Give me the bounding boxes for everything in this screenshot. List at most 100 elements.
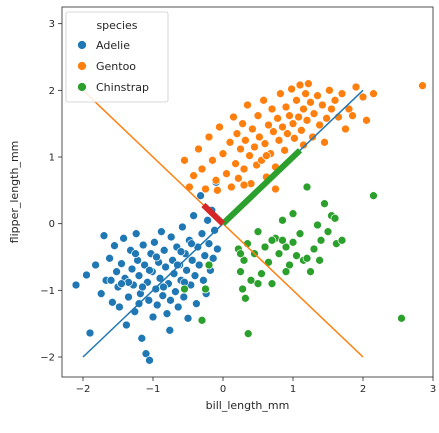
data-point xyxy=(208,155,217,165)
data-point xyxy=(239,255,249,265)
data-point xyxy=(148,312,158,322)
data-point xyxy=(112,267,121,277)
data-point xyxy=(222,169,231,179)
data-point xyxy=(208,253,218,263)
data-point xyxy=(351,82,361,92)
legend-label: Gentoo xyxy=(96,60,136,73)
data-point xyxy=(280,145,289,155)
data-point xyxy=(131,249,140,259)
data-point xyxy=(285,260,294,270)
data-point xyxy=(236,249,245,259)
plot-area xyxy=(71,79,427,365)
data-point xyxy=(215,122,224,132)
legend-label: Adelie xyxy=(96,39,130,52)
data-point xyxy=(295,229,305,239)
data-point xyxy=(105,253,114,263)
data-point xyxy=(199,275,208,285)
data-point xyxy=(281,267,291,277)
y-tick-label: 2 xyxy=(49,86,55,97)
data-point xyxy=(192,299,201,309)
x-tick-label: 2 xyxy=(360,384,366,395)
data-point xyxy=(152,300,162,310)
data-point xyxy=(288,119,298,129)
data-point xyxy=(281,102,291,112)
data-point xyxy=(259,95,268,105)
data-point xyxy=(162,309,172,319)
data-point xyxy=(241,293,250,303)
data-point xyxy=(362,115,371,125)
data-point xyxy=(197,229,207,239)
data-point xyxy=(316,235,326,245)
data-point xyxy=(138,282,147,292)
data-point xyxy=(155,273,165,283)
data-point xyxy=(337,235,347,245)
data-point xyxy=(152,252,161,262)
data-point xyxy=(182,265,191,275)
data-point xyxy=(82,270,91,280)
data-point xyxy=(194,260,204,270)
data-point xyxy=(288,209,298,219)
data-point xyxy=(287,84,296,94)
data-point xyxy=(278,215,287,225)
data-point xyxy=(106,275,116,285)
data-point xyxy=(141,349,151,359)
data-point xyxy=(99,231,109,241)
data-point xyxy=(283,129,292,139)
data-point xyxy=(110,241,119,251)
data-point xyxy=(196,191,205,201)
data-point xyxy=(130,307,140,317)
data-point xyxy=(201,284,210,294)
y-tick-label: −1 xyxy=(40,286,55,297)
data-point xyxy=(341,124,350,134)
data-point xyxy=(309,244,319,254)
data-point xyxy=(187,239,196,249)
data-point xyxy=(231,159,240,169)
data-point xyxy=(243,100,252,110)
data-point xyxy=(180,155,189,165)
legend-marker xyxy=(77,61,87,71)
data-point xyxy=(292,95,301,105)
y-tick-label: −2 xyxy=(40,353,55,364)
data-point xyxy=(257,269,266,279)
data-point xyxy=(255,132,264,142)
data-point xyxy=(211,175,221,185)
data-point xyxy=(315,120,324,130)
data-point xyxy=(306,97,315,107)
data-point xyxy=(232,129,242,139)
data-point xyxy=(397,313,406,323)
data-point xyxy=(161,262,170,272)
data-point xyxy=(248,124,257,134)
data-point xyxy=(150,237,159,247)
data-point xyxy=(176,247,186,257)
data-point xyxy=(369,89,378,99)
data-point xyxy=(271,184,280,194)
data-point xyxy=(250,142,259,152)
data-point xyxy=(179,292,189,302)
data-point xyxy=(96,289,106,299)
data-point xyxy=(127,264,137,274)
legend-box xyxy=(65,11,169,103)
data-point xyxy=(330,95,340,105)
y-tick-label: 1 xyxy=(49,153,55,164)
data-point xyxy=(189,211,198,221)
data-point xyxy=(302,115,312,125)
data-point xyxy=(158,291,168,301)
data-point xyxy=(165,325,175,335)
series-gentoo xyxy=(180,79,427,195)
x-tick-label: −2 xyxy=(76,384,91,395)
data-point xyxy=(253,279,263,289)
data-point xyxy=(243,329,253,339)
data-point xyxy=(159,282,168,292)
data-point xyxy=(262,151,271,161)
data-point xyxy=(183,313,193,323)
data-point xyxy=(267,279,277,289)
data-point xyxy=(295,80,305,90)
data-point xyxy=(369,191,378,201)
data-point xyxy=(320,137,329,147)
data-point xyxy=(323,227,333,237)
data-point xyxy=(281,242,291,252)
data-point xyxy=(131,229,141,239)
data-point xyxy=(274,135,284,145)
legend-title: species xyxy=(96,19,137,32)
